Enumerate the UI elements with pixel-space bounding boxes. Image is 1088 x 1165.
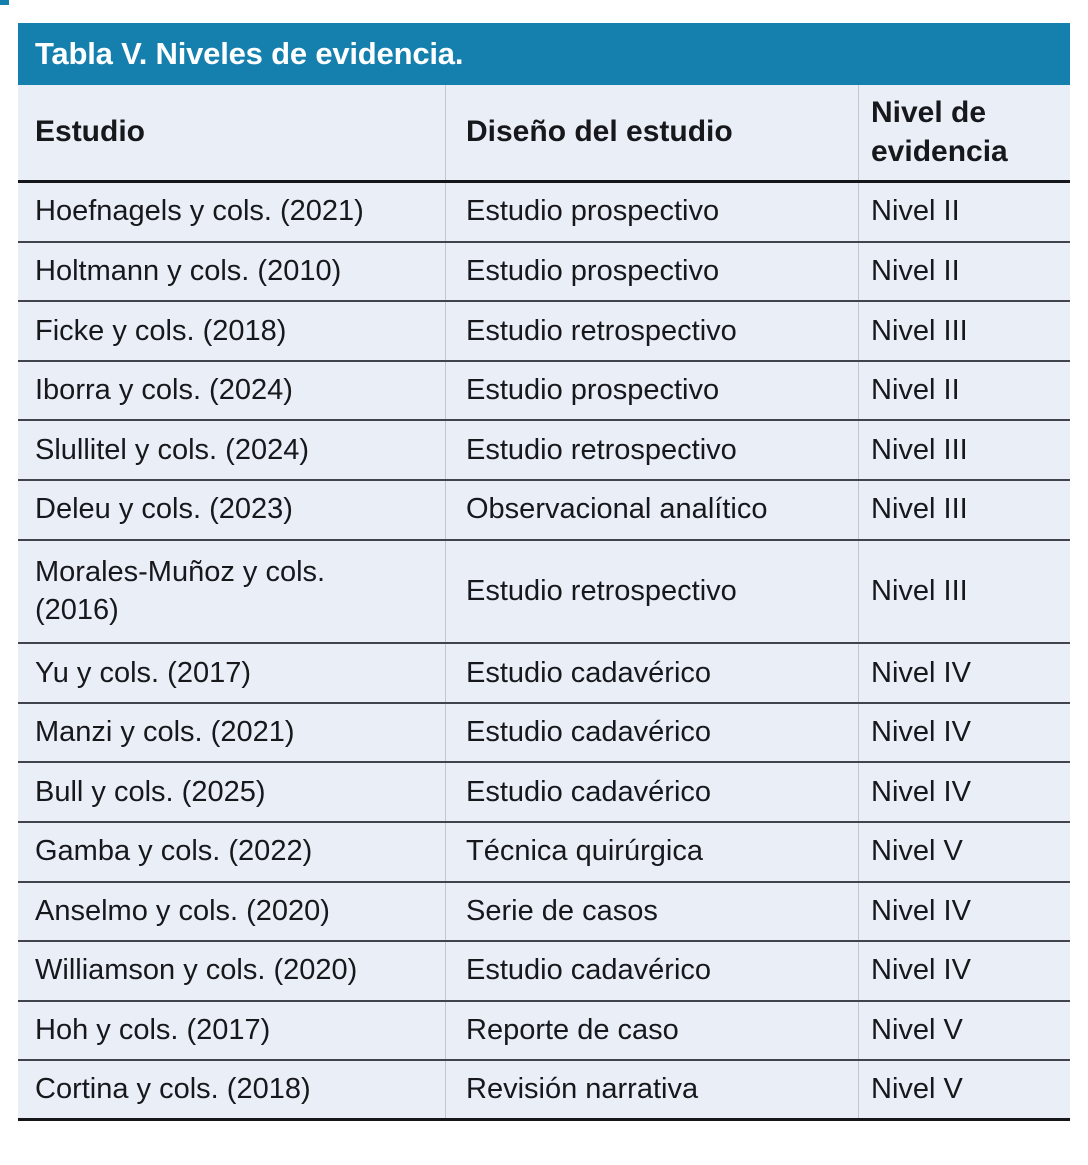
level-cell: Nivel III — [858, 540, 1070, 643]
design-cell: Revisión narrativa — [445, 1061, 858, 1118]
design-cell: Estudio prospectivo — [445, 183, 858, 241]
design-cell: Estudio cadavérico — [445, 942, 858, 1000]
column-header-study: Estudio — [35, 115, 145, 149]
study-cell: Iborra y cols. (2024) — [35, 374, 293, 407]
level-cell: Nivel V — [858, 822, 1070, 881]
page-corner-mark — [0, 0, 9, 5]
table-row: Manzi y cols. (2021) Estudio cadavérico … — [18, 703, 1070, 764]
table-row: Slullitel y cols. (2024) Estudio retrosp… — [18, 421, 1070, 481]
design-cell: Estudio retrospectivo — [445, 421, 858, 479]
design-cell: Estudio cadavérico — [445, 644, 858, 702]
design-cell: Observacional analítico — [445, 480, 858, 539]
level-cell: Nivel IV — [858, 703, 1070, 762]
study-cell: Gamba y cols. (2022) — [35, 835, 313, 868]
level-cell: Nivel II — [858, 361, 1070, 420]
level-cell: Nivel V — [858, 1001, 1070, 1060]
study-cell: Deleu y cols. (2023) — [35, 493, 293, 526]
study-cell: Williamson y cols. (2020) — [35, 954, 358, 987]
study-cell: Bull y cols. (2025) — [35, 775, 266, 808]
design-cell: Estudio cadavérico — [445, 703, 858, 762]
design-cell: Serie de casos — [445, 882, 858, 941]
level-cell: Nivel IV — [858, 882, 1070, 941]
table-row: Ficke y cols. (2018) Estudio retrospecti… — [18, 302, 1070, 362]
study-cell: Hoh y cols. (2017) — [35, 1014, 271, 1047]
table-row: Hoefnagels y cols. (2021) Estudio prospe… — [18, 183, 1070, 243]
study-cell: Hoefnagels y cols. (2021) — [35, 195, 364, 228]
table-row: Anselmo y cols. (2020) Serie de casos Ni… — [18, 882, 1070, 943]
level-cell: Nivel III — [858, 302, 1070, 360]
table-title: Tabla V. Niveles de evidencia. — [35, 36, 464, 71]
design-cell: Estudio retrospectivo — [445, 302, 858, 360]
design-cell: Estudio retrospectivo — [445, 540, 858, 643]
table-header-row: Estudio Diseño del estudio Nivel de evid… — [18, 85, 1070, 183]
level-cell: Nivel IV — [858, 942, 1070, 1000]
level-cell: Nivel III — [858, 421, 1070, 479]
table-row: Williamson y cols. (2020) Estudio cadavé… — [18, 942, 1070, 1002]
table-row: Holtmann y cols. (2010) Estudio prospect… — [18, 242, 1070, 303]
level-cell: Nivel V — [858, 1061, 1070, 1118]
study-cell: Yu y cols. (2017) — [35, 656, 251, 689]
column-header-design: Diseño del estudio — [445, 85, 858, 180]
design-cell: Estudio prospectivo — [445, 361, 858, 420]
study-cell: Ficke y cols. (2018) — [35, 314, 287, 347]
table-title-bar: Tabla V. Niveles de evidencia. — [18, 23, 1070, 85]
level-cell: Nivel IV — [858, 763, 1070, 821]
evidence-table: Tabla V. Niveles de evidencia. Estudio D… — [18, 23, 1070, 1121]
study-cell: Cortina y cols. (2018) — [35, 1073, 311, 1106]
table-row: Hoh y cols. (2017) Reporte de caso Nivel… — [18, 1001, 1070, 1062]
table-row: Morales-Muñoz y cols. (2016) Estudio ret… — [18, 540, 1070, 645]
table-row: Deleu y cols. (2023) Observacional analí… — [18, 480, 1070, 541]
level-cell: Nivel II — [858, 183, 1070, 241]
table-row: Gamba y cols. (2022) Técnica quirúrgica … — [18, 822, 1070, 883]
column-header-level: Nivel de evidencia — [858, 85, 1070, 180]
study-cell: Holtmann y cols. (2010) — [35, 254, 342, 287]
design-cell: Estudio prospectivo — [445, 242, 858, 301]
table-row: Yu y cols. (2017) Estudio cadavérico Niv… — [18, 644, 1070, 704]
level-cell: Nivel II — [858, 242, 1070, 301]
study-cell: Anselmo y cols. (2020) — [35, 894, 330, 927]
level-cell: Nivel III — [858, 480, 1070, 539]
design-cell: Reporte de caso — [445, 1001, 858, 1060]
design-cell: Estudio cadavérico — [445, 763, 858, 821]
level-cell: Nivel IV — [858, 644, 1070, 702]
table-row: Iborra y cols. (2024) Estudio prospectiv… — [18, 361, 1070, 422]
table-row: Bull y cols. (2025) Estudio cadavérico N… — [18, 763, 1070, 823]
study-cell: Slullitel y cols. (2024) — [35, 433, 309, 466]
study-cell: Morales-Muñoz y cols. (2016) — [35, 555, 326, 627]
design-cell: Técnica quirúrgica — [445, 822, 858, 881]
study-cell: Manzi y cols. (2021) — [35, 716, 295, 749]
table-body: Estudio Diseño del estudio Nivel de evid… — [18, 85, 1070, 1121]
table-row: Cortina y cols. (2018) Revisión narrativ… — [18, 1061, 1070, 1121]
